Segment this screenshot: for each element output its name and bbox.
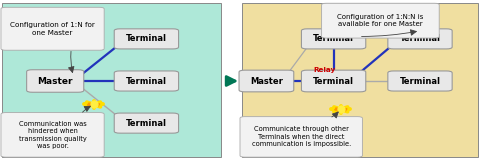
- FancyBboxPatch shape: [1, 7, 104, 50]
- Text: Terminal: Terminal: [399, 34, 441, 43]
- Text: Terminal: Terminal: [313, 34, 354, 43]
- FancyBboxPatch shape: [1, 113, 104, 157]
- Text: Relay: Relay: [314, 67, 336, 73]
- Text: Configuration of 1:N:N is
available for one Master: Configuration of 1:N:N is available for …: [337, 14, 423, 27]
- FancyBboxPatch shape: [301, 70, 366, 92]
- Text: Terminal: Terminal: [126, 119, 167, 128]
- FancyBboxPatch shape: [27, 70, 84, 92]
- Text: Terminal: Terminal: [313, 76, 354, 86]
- Text: Communication was
hindered when
transmission quality
was poor.: Communication was hindered when transmis…: [19, 121, 86, 149]
- FancyBboxPatch shape: [114, 71, 179, 91]
- FancyBboxPatch shape: [388, 71, 452, 91]
- FancyBboxPatch shape: [2, 3, 221, 157]
- FancyBboxPatch shape: [388, 29, 452, 49]
- FancyBboxPatch shape: [239, 70, 294, 92]
- FancyBboxPatch shape: [322, 3, 439, 38]
- Text: Configuration of 1:N for
one Master: Configuration of 1:N for one Master: [10, 22, 95, 35]
- Text: Terminal: Terminal: [126, 34, 167, 43]
- FancyBboxPatch shape: [301, 29, 366, 49]
- Text: Master: Master: [250, 76, 283, 86]
- Text: Terminal: Terminal: [126, 76, 167, 86]
- FancyBboxPatch shape: [242, 3, 478, 157]
- FancyBboxPatch shape: [114, 29, 179, 49]
- Text: Communicate through other
Terminals when the direct
communication is impossible.: Communicate through other Terminals when…: [252, 126, 351, 147]
- FancyBboxPatch shape: [240, 117, 362, 157]
- Text: Master: Master: [37, 76, 73, 86]
- Text: Terminal: Terminal: [399, 76, 441, 86]
- FancyBboxPatch shape: [114, 113, 179, 133]
